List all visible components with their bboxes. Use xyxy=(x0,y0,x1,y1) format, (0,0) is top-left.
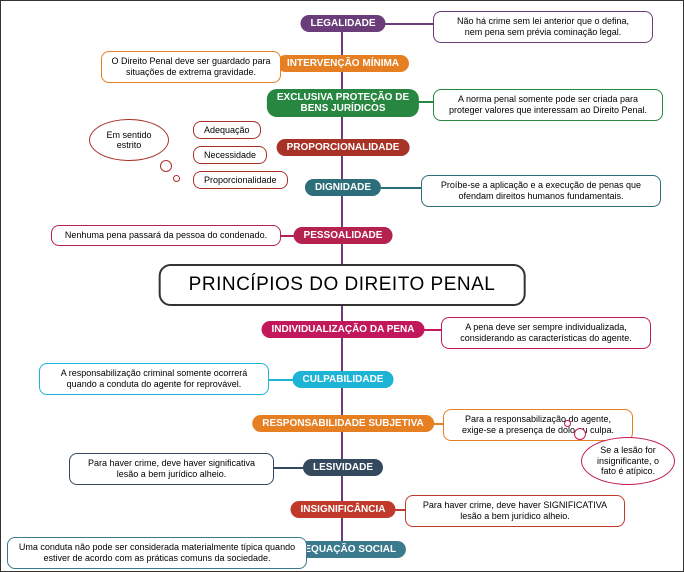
cloud-1: Se a lesão forinsignificante, ofato é at… xyxy=(581,437,675,485)
center-title: PRINCÍPIOS DO DIREITO PENAL xyxy=(159,264,526,306)
principle-dignidade: DIGNIDADE xyxy=(305,179,381,196)
connector xyxy=(383,23,433,25)
principle-insignificancia: INSIGNIFICÂNCIA xyxy=(291,501,396,518)
description-responsabilidade: Para a responsabilização do agente,exige… xyxy=(443,409,633,441)
sub-item-1: Necessidade xyxy=(193,146,267,164)
description-individualizacao: A pena deve ser sempre individualizada,c… xyxy=(441,317,651,349)
principle-legalidade: LEGALIDADE xyxy=(301,15,386,32)
description-pessoalidade: Nenhuma pena passará da pessoa do conden… xyxy=(51,225,281,246)
description-exclusiva: A norma penal somente pode ser criada pa… xyxy=(433,89,663,121)
description-adequacao: Uma conduta não pode ser considerada mat… xyxy=(7,537,307,569)
cloud-0: Em sentidoestrito xyxy=(89,119,169,161)
description-lesividade: Para haver crime, deve haver significati… xyxy=(69,453,274,485)
principle-intervencao: INTERVENÇÃO MÍNIMA xyxy=(277,55,409,72)
sub-item-0: Adequação xyxy=(193,121,261,139)
description-legalidade: Não há crime sem lei anterior que o defi… xyxy=(433,11,653,43)
connector xyxy=(381,187,421,189)
sub-item-2: Proporcionalidade xyxy=(193,171,288,189)
principle-individualizacao: INDIVIDUALIZAÇÃO DA PENA xyxy=(262,321,425,338)
principle-pessoalidade: PESSOALIDADE xyxy=(294,227,393,244)
principle-lesividade: LESIVIDADE xyxy=(303,459,383,476)
principle-responsabilidade: RESPONSABILIDADE SUBJETIVA xyxy=(252,415,434,432)
description-culpabilidade: A responsabilização criminal somente oco… xyxy=(39,363,269,395)
principle-exclusiva: EXCLUSIVA PROTEÇÃO DEBENS JURÍDICOS xyxy=(267,89,419,117)
description-intervencao: O Direito Penal deve ser guardado parasi… xyxy=(101,51,281,83)
principle-proporcionalidade: PROPORCIONALIDADE xyxy=(277,139,410,156)
description-insignificancia: Para haver crime, deve haver SIGNIFICATI… xyxy=(405,495,625,527)
description-dignidade: Proíbe-se a aplicação e a execução de pe… xyxy=(421,175,661,207)
principle-culpabilidade: CULPABILIDADE xyxy=(293,371,394,388)
